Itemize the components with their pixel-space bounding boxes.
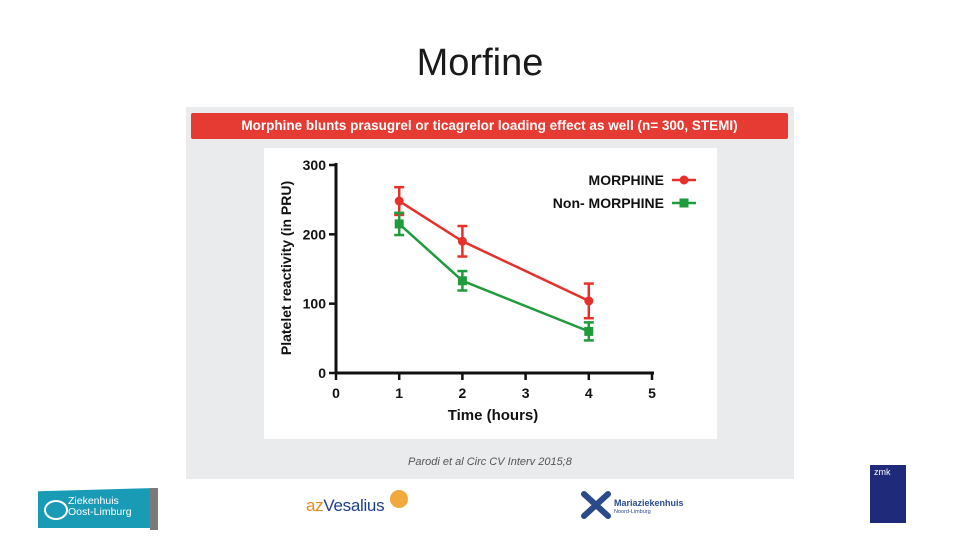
y-tick-label: 300 — [303, 157, 327, 173]
legend-label: MORPHINE — [589, 172, 664, 188]
x-tick-label: 2 — [459, 385, 467, 401]
chart-axes: 0 1 2 3 4 5 0 100 200 300 — [303, 157, 656, 401]
x-tick-label: 1 — [395, 385, 403, 401]
slide-title: Morfine — [416, 42, 544, 84]
legend-label: Non- MORPHINE — [553, 195, 664, 211]
data-point — [457, 236, 467, 246]
y-tick-label: 0 — [318, 365, 326, 381]
vesalius-emblem-icon — [390, 490, 408, 508]
data-point — [584, 296, 594, 306]
data-point — [584, 326, 594, 336]
vesalius-name: Vesalius — [323, 496, 385, 515]
x-tick-label: 3 — [522, 385, 530, 401]
data-point — [394, 196, 404, 206]
mz-sub: Noord-Limburg — [614, 509, 651, 515]
zol-line2: Oost-Limburg — [68, 506, 132, 518]
x-tick-label: 5 — [648, 385, 656, 401]
ziekenhuis-oost-limburg-logo: Ziekenhuis Oost-Limburg — [38, 488, 158, 530]
chart-legend: MORPHINE Non- MORPHINE — [553, 172, 696, 211]
zmk-label: zmk — [874, 467, 891, 477]
vesalius-prefix: az — [306, 496, 324, 515]
legend-marker — [679, 198, 689, 208]
legend-marker — [679, 175, 689, 185]
chart-series — [394, 185, 594, 342]
zol-mark-icon — [44, 500, 68, 520]
mariaziekenhuis-logo: Mariaziekenhuis Noord-Limburg — [580, 490, 700, 524]
data-point — [457, 276, 467, 286]
plot-area — [264, 148, 717, 439]
figure-banner: Morphine blunts prasugrel or ticagrelor … — [191, 113, 788, 139]
zmk-logo: zmk — [870, 465, 942, 529]
zol-line1: Ziekenhuis — [68, 495, 119, 507]
mz-cross-icon — [581, 491, 611, 519]
y-axis-label: Platelet reactivity (in PRU) — [278, 181, 294, 355]
x-axis-label: Time (hours) — [448, 407, 539, 424]
mz-name: Mariaziekenhuis — [614, 498, 684, 508]
series-line — [398, 223, 590, 333]
data-point — [394, 219, 404, 229]
y-tick-label: 100 — [303, 296, 327, 312]
citation-text: Parodi et al Circ CV Interv 2015;8 — [408, 456, 572, 468]
az-vesalius-logo: azVesalius — [306, 490, 416, 522]
x-tick-label: 0 — [332, 385, 340, 401]
x-tick-label: 4 — [585, 385, 593, 401]
y-tick-label: 200 — [303, 226, 327, 242]
figure-banner-text: Morphine blunts prasugrel or ticagrelor … — [241, 118, 738, 133]
